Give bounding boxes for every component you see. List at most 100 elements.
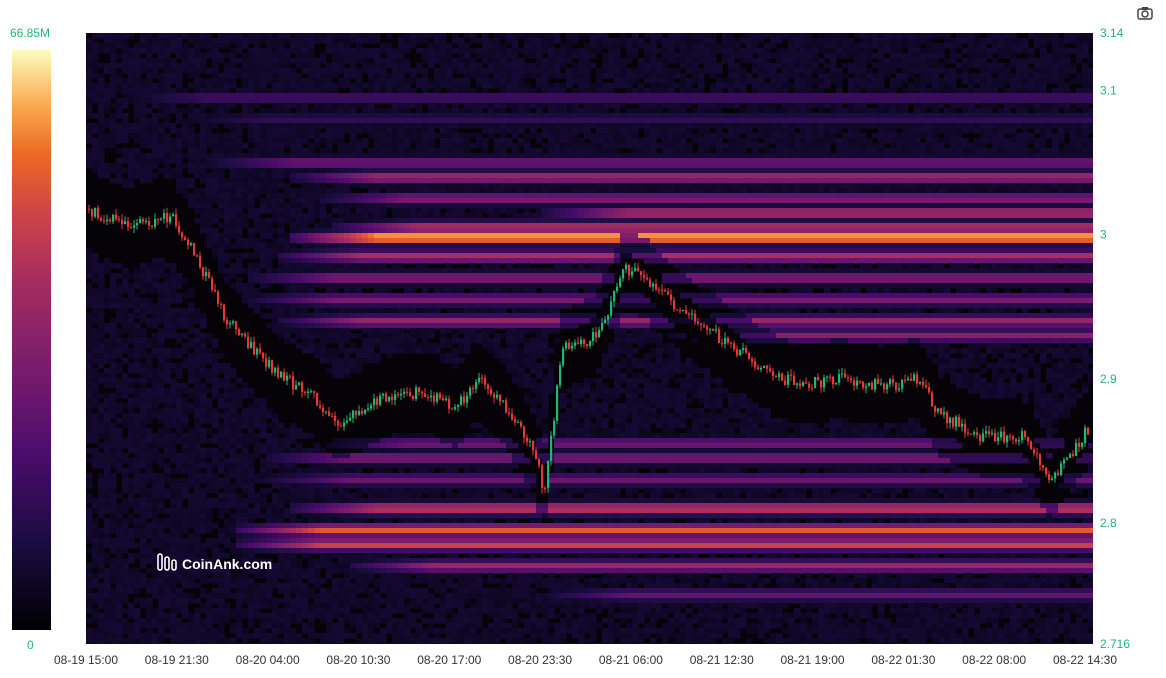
heatmap-cell (200, 158, 207, 164)
heatmap-cell (212, 618, 219, 624)
heatmap-cell (128, 313, 135, 319)
heatmap-cell (104, 38, 111, 44)
heatmap-cell (140, 108, 147, 114)
heatmap-cell (122, 128, 129, 134)
heatmap-cell (140, 338, 147, 344)
heatmap-cell (110, 598, 117, 604)
heatmap-cell (104, 383, 111, 389)
heatmap-cell (146, 498, 153, 504)
heatmap-cell (182, 43, 189, 49)
heatmap-cell (104, 443, 111, 449)
heatmap-cell (206, 388, 213, 394)
heatmap-cell (98, 498, 105, 504)
heatmap-cell (182, 438, 189, 444)
heatmap-cell (164, 603, 171, 609)
heatmap-cell (104, 343, 111, 349)
heatmap-cell (98, 278, 105, 284)
heatmap-cell (188, 548, 195, 554)
heatmap-cell (110, 53, 117, 59)
heatmap-cell (152, 163, 159, 169)
heatmap-cell (158, 378, 165, 384)
heatmap-cell (200, 383, 207, 389)
heatmap-cell (116, 353, 123, 359)
heatmap-cell (146, 548, 153, 554)
heatmap-cell (122, 393, 129, 399)
heatmap-cell (188, 518, 195, 524)
heatmap-cell (170, 293, 177, 299)
heatmap-cell (152, 98, 159, 104)
heatmap-cell (212, 503, 219, 509)
heatmap-cell (92, 53, 99, 59)
heatmap-cell (140, 158, 147, 164)
heatmap-cell (122, 123, 129, 129)
heatmap-cell (116, 43, 123, 49)
heatmap-cell (134, 543, 141, 549)
heatmap-cell (146, 388, 153, 394)
heatmap-cell (188, 493, 195, 499)
heatmap-cell (218, 43, 225, 49)
heatmap-cell (86, 618, 93, 624)
heatmap-cell (122, 68, 129, 74)
heatmap-cell (170, 643, 177, 649)
heatmap-cell (122, 48, 129, 54)
heatmap-cell (218, 33, 225, 39)
heatmap-cell (164, 378, 171, 384)
heatmap-cell (176, 453, 183, 459)
heatmap-cell (194, 613, 201, 619)
heatmap-cell (128, 478, 135, 484)
heatmap-cell (170, 633, 177, 639)
heatmap-cell (200, 643, 207, 649)
heatmap-cell (170, 108, 177, 114)
heatmap-cell (140, 448, 147, 454)
heatmap-cell (170, 493, 177, 499)
heatmap-cell (116, 563, 123, 569)
heatmap-cell (86, 378, 93, 384)
heatmap-cell (110, 443, 117, 449)
heatmap-cell (206, 333, 213, 339)
camera-icon[interactable] (1138, 7, 1152, 19)
heatmap-cell (188, 33, 195, 39)
heatmap-cell (158, 493, 165, 499)
heatmap-cell (152, 608, 159, 614)
heatmap-cell (200, 508, 207, 514)
heatmap-cell (146, 43, 153, 49)
heatmap-cell (92, 33, 99, 39)
heatmap-cell (92, 113, 99, 119)
heatmap-cell (188, 533, 195, 539)
heatmap-cell (188, 523, 195, 529)
heatmap-cell (86, 283, 93, 289)
heatmap-cell (170, 58, 177, 64)
heatmap-cell (92, 268, 99, 274)
heatmap-cell (122, 413, 129, 419)
heatmap-cell (158, 143, 165, 149)
heatmap-cell (188, 578, 195, 584)
heatmap-cell (200, 38, 207, 44)
heatmap-cell (98, 118, 105, 124)
heatmap-cell (86, 43, 93, 49)
heatmap-cell (200, 588, 207, 594)
heatmap-cell (104, 468, 111, 474)
heatmap-cell (200, 163, 207, 169)
heatmap-cell (152, 333, 159, 339)
heatmap-cell (176, 593, 183, 599)
heatmap-cell (110, 58, 117, 64)
heatmap-cell (170, 453, 177, 459)
heatmap-cell (176, 523, 183, 529)
heatmap-cell (176, 578, 183, 584)
heatmap-cell (170, 353, 177, 359)
heatmap-cell (218, 423, 225, 429)
heatmap-cell (170, 383, 177, 389)
heatmap-cell (176, 588, 183, 594)
heatmap-cell (86, 158, 93, 164)
heatmap-cell (188, 358, 195, 364)
heatmap-cell (206, 153, 213, 159)
heatmap-cell (92, 543, 99, 549)
heatmap-cell (176, 183, 183, 189)
heatmap-cell (98, 528, 105, 534)
heatmap-cell (212, 108, 219, 114)
heatmap-cell (182, 413, 189, 419)
heatmap-cell (122, 38, 129, 44)
heatmap-cell (164, 488, 171, 494)
heatmap-cell (110, 378, 117, 384)
